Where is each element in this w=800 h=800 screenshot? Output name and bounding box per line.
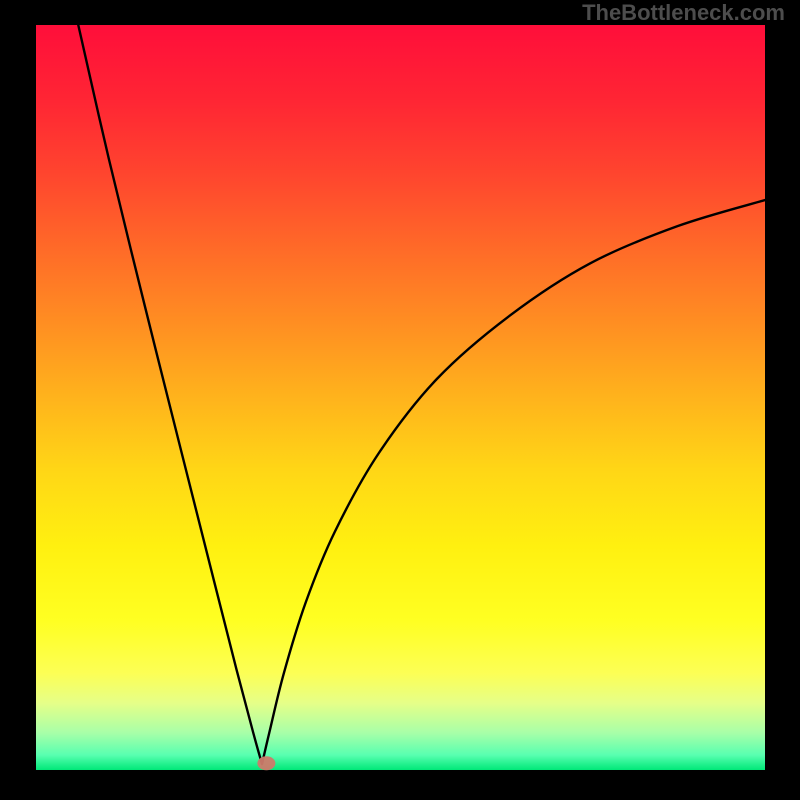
chart-root: TheBottleneck.com (0, 0, 800, 800)
watermark-text: TheBottleneck.com (582, 0, 785, 26)
plot-background (36, 25, 765, 770)
bottleneck-marker (257, 756, 275, 770)
chart-svg (0, 0, 800, 800)
